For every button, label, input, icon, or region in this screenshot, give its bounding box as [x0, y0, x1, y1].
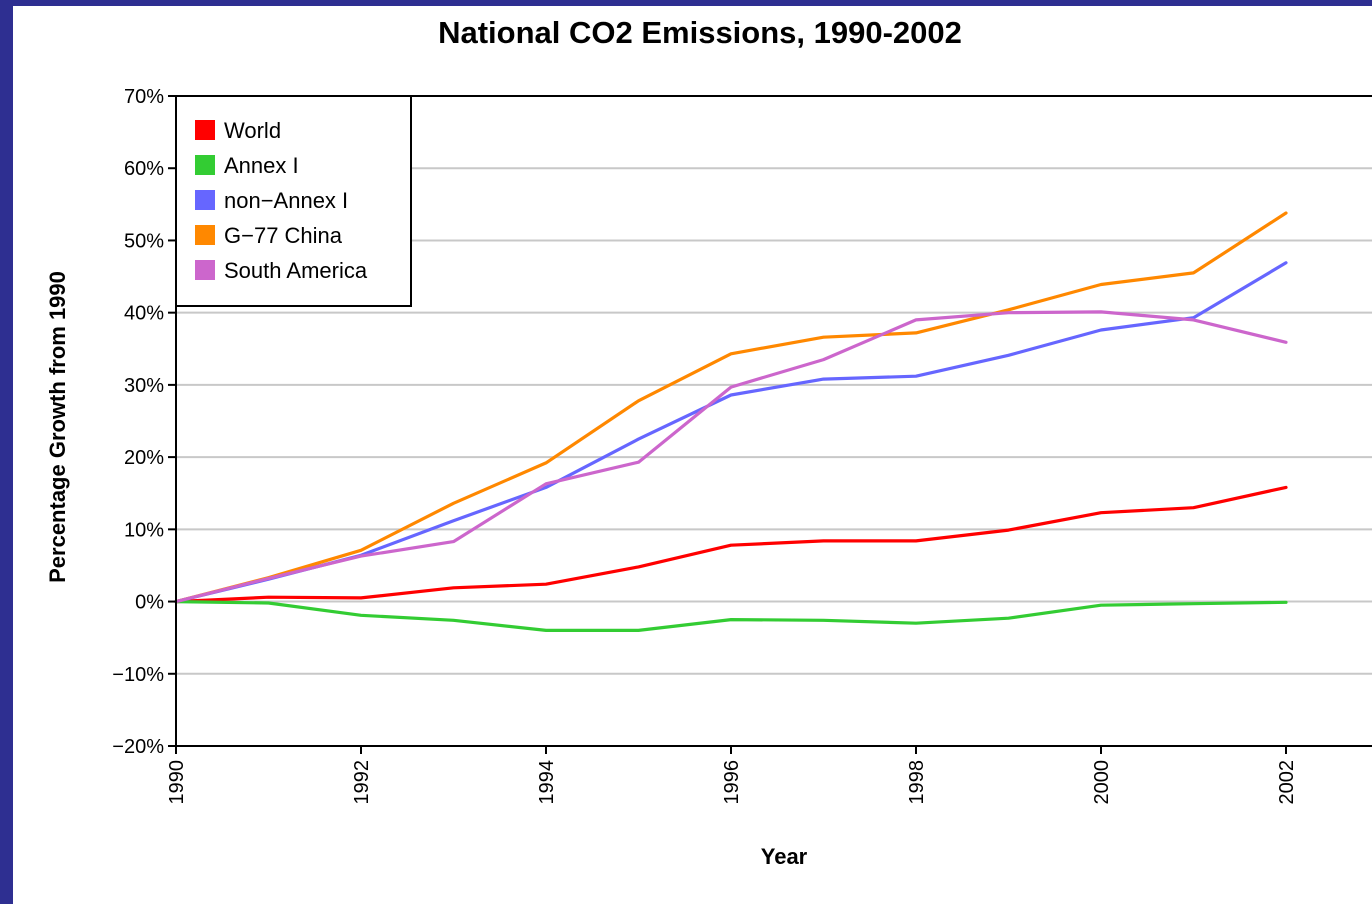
- x-tick-label: 1990: [166, 760, 188, 805]
- y-tick-label: 0%: [135, 592, 164, 614]
- x-tick-label: 1998: [906, 760, 928, 805]
- series-line: [174, 310, 1288, 604]
- y-tick-label: 20%: [124, 447, 164, 469]
- legend: World Annex I non−Annex I G−77 China South A…: [175, 95, 412, 307]
- y-tick-label: 60%: [124, 158, 164, 180]
- y-tick-label: 50%: [124, 230, 164, 252]
- y-tick-label: 10%: [124, 519, 164, 541]
- series-line: [174, 211, 1288, 604]
- y-ticks: 70% 60% 50% 40% 30% 20% 10% 0% −10% −20%: [112, 86, 176, 758]
- x-tick-label: 2002: [1276, 760, 1298, 805]
- frame-top-border: [0, 0, 1372, 6]
- y-axis-title: Percentage Growth from 1990: [45, 271, 70, 583]
- x-axis-title: Year: [761, 844, 808, 869]
- x-ticks: 1990 1992 1994 1996 1998 2000 2002: [166, 746, 1298, 805]
- legend-swatch: [195, 120, 215, 140]
- y-tick-label: 30%: [124, 375, 164, 397]
- series-lines: [174, 211, 1288, 633]
- y-tick-label: 70%: [124, 86, 164, 108]
- y-tick-label: 40%: [124, 303, 164, 325]
- legend-label: G−77 China: [224, 223, 343, 248]
- series-line: [174, 599, 1288, 633]
- x-tick-label: 1992: [351, 760, 373, 805]
- legend-label: non−Annex I: [224, 188, 348, 213]
- y-tick-label: −20%: [112, 736, 164, 758]
- chart-title: National CO2 Emissions, 1990-2002: [438, 15, 962, 50]
- frame-left-border: [0, 0, 13, 904]
- x-tick-label: 1994: [536, 760, 558, 805]
- legend-swatch: [195, 155, 215, 175]
- legend-swatch: [195, 225, 215, 245]
- y-tick-label: −10%: [112, 664, 164, 686]
- legend-label: Annex I: [224, 153, 299, 178]
- legend-box: [175, 95, 412, 307]
- x-tick-label: 1996: [721, 760, 743, 805]
- x-tick-label: 2000: [1091, 760, 1113, 805]
- legend-label: South America: [224, 258, 368, 283]
- legend-swatch: [195, 190, 215, 210]
- series-line: [174, 485, 1288, 604]
- legend-swatch: [195, 260, 215, 280]
- legend-label: World: [224, 118, 281, 143]
